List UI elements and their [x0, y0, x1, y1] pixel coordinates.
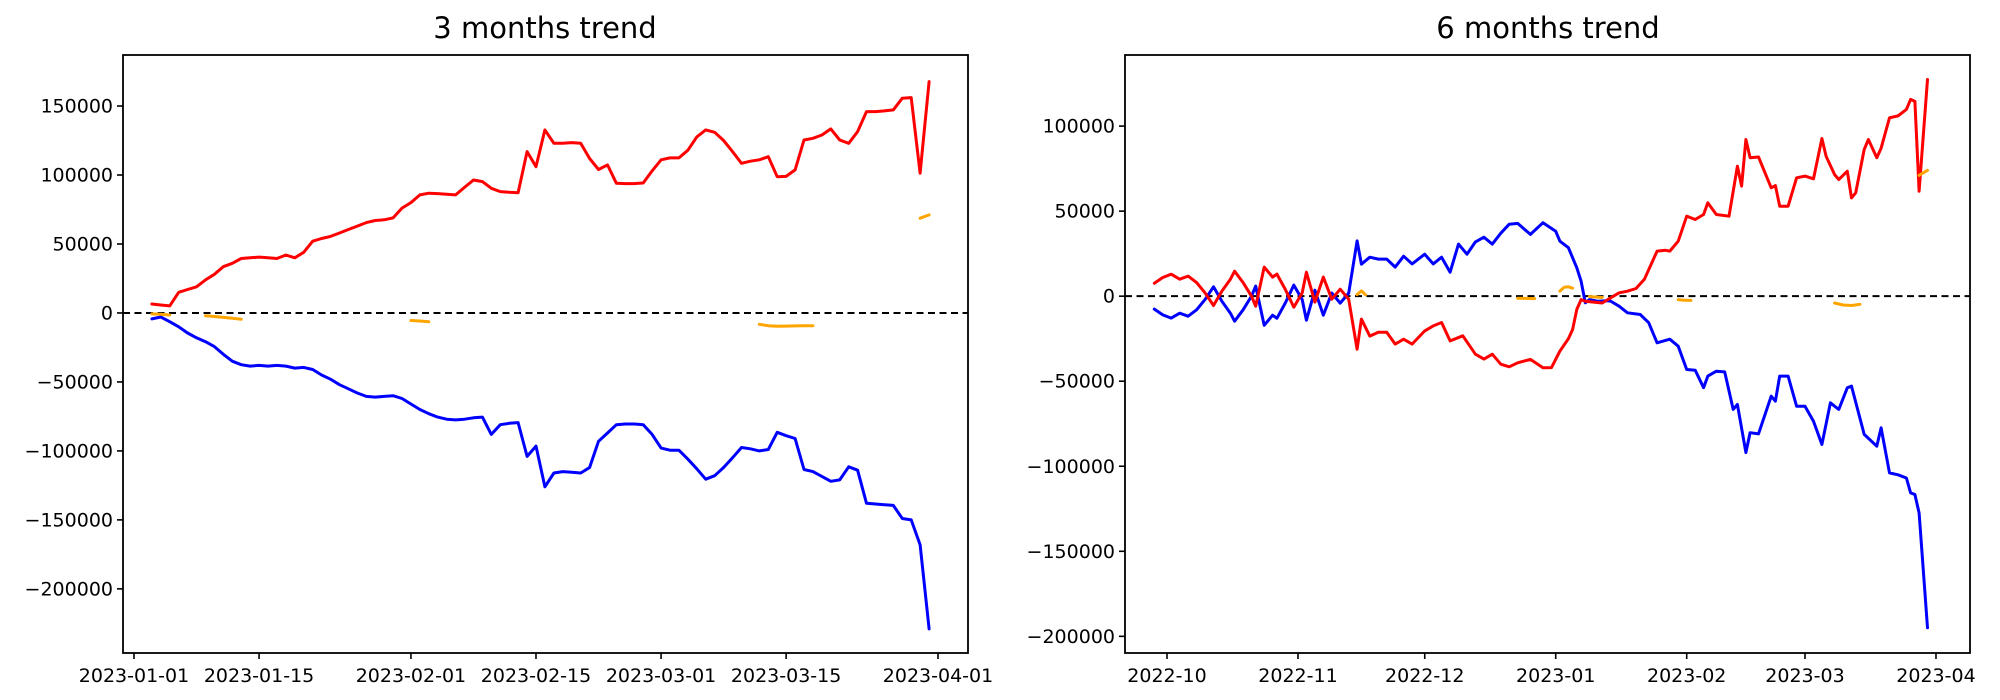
- y-tick-label: 50000: [1055, 201, 1115, 223]
- chart-6-months-trend: 6 months trend 2022-10 2022-11 2022-12 2023…: [1027, 11, 1976, 687]
- y-tick-label: 150000: [40, 96, 113, 118]
- blue-line: [1152, 221, 1929, 630]
- y-tick-label: −50000: [37, 371, 113, 393]
- y-tick-label: 0: [1103, 286, 1115, 308]
- x-tick-label: 2023-03-01: [606, 665, 716, 687]
- y-tick-label: 50000: [53, 233, 113, 255]
- red-line: [150, 80, 931, 308]
- orange-dashes-path: [1676, 298, 1693, 302]
- y-tick-label: −150000: [1027, 541, 1115, 563]
- blue-line-path: [150, 315, 931, 631]
- orange-dashes: [1355, 168, 1929, 307]
- x-tick-label: 2023-04-01: [883, 665, 993, 687]
- plot-spines: [1124, 54, 1971, 654]
- orange-dashes-path: [150, 312, 172, 317]
- y-axis: 150000 100000 50000 0 −50000 −100000 −150000 −2…: [25, 96, 123, 600]
- x-tick-label: 2023-02-15: [481, 665, 591, 687]
- x-tick-label: 2023-01: [1516, 665, 1595, 687]
- x-tick-label: 2023-02: [1647, 665, 1726, 687]
- y-tick-label: −50000: [1039, 371, 1115, 393]
- orange-dashes-path: [409, 319, 431, 324]
- x-axis: 2022-10 2022-11 2022-12 2023-01 2023-02 2023-…: [1127, 653, 1976, 687]
- y-axis: 100000 50000 0 −50000 −100000 −150000 −200000: [1027, 116, 1125, 648]
- orange-dashes-path: [918, 213, 931, 220]
- y-tick-label: −150000: [25, 509, 113, 531]
- orange-dashes-path: [204, 314, 243, 321]
- plot-area: 2022-10 2022-11 2022-12 2023-01 2023-02 2023-…: [1027, 54, 1976, 687]
- chart-title: 3 months trend: [433, 11, 656, 45]
- chart-3-months-trend: 3 months trend 2023-01-01 2023-01-15 2023-…: [25, 11, 994, 687]
- orange-dashes-path: [1355, 289, 1368, 297]
- orange-dashes: [150, 213, 931, 328]
- x-axis: 2023-01-01 2023-01-15 2023-02-01 2023-02-15…: [79, 653, 993, 687]
- y-tick-label: −100000: [25, 440, 113, 462]
- x-tick-label: 2023-03-15: [731, 665, 841, 687]
- y-tick-label: 0: [101, 302, 113, 324]
- y-tick-label: −100000: [1027, 456, 1115, 478]
- orange-dashes-path: [1917, 168, 1929, 177]
- y-tick-label: −200000: [25, 578, 113, 600]
- y-tick-label: 100000: [1042, 116, 1115, 138]
- blue-line: [150, 315, 931, 631]
- orange-dashes-path: [1588, 295, 1604, 299]
- y-tick-label: −200000: [1027, 626, 1115, 648]
- chart-title: 6 months trend: [1436, 11, 1659, 45]
- blue-line-path: [1152, 221, 1929, 630]
- orange-dashes-path: [757, 322, 815, 328]
- x-tick-label: 2022-12: [1385, 665, 1464, 687]
- plot-area: 2023-01-01 2023-01-15 2023-02-01 2023-02-15…: [25, 54, 993, 687]
- x-tick-label: 2023-03: [1765, 665, 1844, 687]
- x-tick-label: 2023-01-01: [79, 665, 189, 687]
- red-line-path: [1152, 78, 1929, 370]
- x-tick-label: 2022-11: [1258, 665, 1337, 687]
- x-tick-label: 2023-02-01: [356, 665, 466, 687]
- x-tick-label: 2022-10: [1127, 665, 1206, 687]
- x-tick-label: 2023-01-15: [204, 665, 314, 687]
- y-tick-label: 100000: [40, 165, 113, 187]
- red-line: [1152, 78, 1929, 370]
- plot-spines: [122, 54, 969, 654]
- red-line-path: [150, 80, 931, 308]
- orange-dashes-path: [1833, 301, 1862, 307]
- x-tick-label: 2023-04: [1896, 665, 1975, 687]
- orange-dashes-path: [1558, 285, 1575, 293]
